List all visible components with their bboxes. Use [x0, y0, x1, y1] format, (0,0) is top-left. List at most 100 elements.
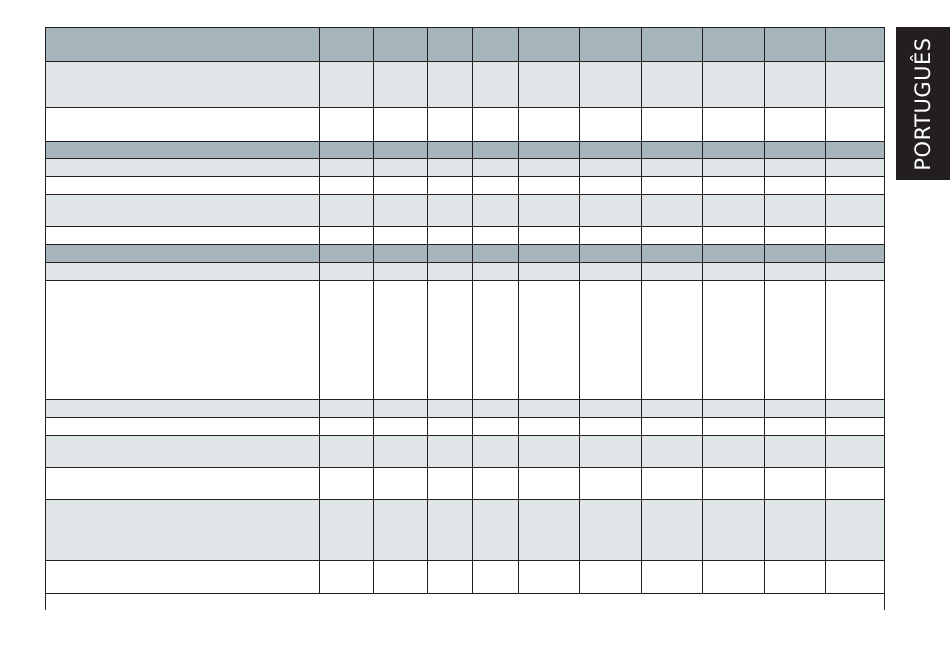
table-cell — [579, 281, 641, 399]
spec-table — [45, 27, 886, 611]
table-cell — [579, 245, 641, 262]
table-cell — [373, 436, 427, 467]
table-cell — [518, 108, 579, 141]
table-cell — [518, 561, 579, 593]
table-cell — [518, 227, 579, 244]
table-cell — [472, 227, 518, 244]
table-row — [46, 467, 884, 499]
table-cell — [472, 108, 518, 141]
table-cell — [641, 400, 702, 417]
table-cell — [472, 500, 518, 560]
table-header-row — [46, 28, 884, 61]
table-cell — [702, 108, 764, 141]
table-row — [46, 399, 884, 417]
table-cell — [579, 108, 641, 141]
table-cell — [472, 468, 518, 499]
table-cell — [764, 400, 825, 417]
table-cell — [427, 159, 472, 176]
table-cell — [641, 436, 702, 467]
table-cell — [427, 281, 472, 399]
table-cell — [579, 436, 641, 467]
table-cell — [641, 227, 702, 244]
table-cell — [319, 418, 373, 435]
table-cell — [825, 142, 886, 158]
table-cell — [46, 227, 319, 244]
table-header-cell — [373, 28, 427, 61]
table-cell — [46, 436, 319, 467]
table-cell — [373, 177, 427, 194]
table-cell — [46, 263, 319, 280]
table-cell — [764, 108, 825, 141]
table-cell — [825, 436, 886, 467]
table-cell — [319, 195, 373, 226]
table-cell — [319, 281, 373, 399]
table-cell — [825, 62, 886, 107]
table-cell — [702, 177, 764, 194]
table-cell — [427, 108, 472, 141]
table-cell — [373, 468, 427, 499]
table-row — [46, 593, 884, 611]
table-row — [46, 499, 884, 560]
table-cell — [518, 177, 579, 194]
table-cell — [373, 227, 427, 244]
table-cell — [319, 159, 373, 176]
table-cell — [518, 400, 579, 417]
table-cell — [825, 159, 886, 176]
table-cell — [319, 500, 373, 560]
table-cell — [579, 263, 641, 280]
table-cell — [472, 418, 518, 435]
table-cell — [472, 263, 518, 280]
table-cell — [579, 62, 641, 107]
table-cell — [764, 159, 825, 176]
table-cell — [319, 561, 373, 593]
table-cell — [46, 468, 319, 499]
table-cell — [472, 245, 518, 262]
table-cell — [579, 400, 641, 417]
table-cell — [641, 159, 702, 176]
table-cell — [46, 561, 319, 593]
table-cell — [825, 281, 886, 399]
table-cell — [472, 436, 518, 467]
table-cell — [46, 195, 319, 226]
table-cell — [825, 177, 886, 194]
table-cell — [702, 418, 764, 435]
table-cell — [427, 436, 472, 467]
table-cell — [825, 400, 886, 417]
table-cell — [579, 561, 641, 593]
table-cell — [641, 468, 702, 499]
table-cell — [46, 159, 319, 176]
table-cell — [518, 418, 579, 435]
table-cell — [472, 281, 518, 399]
table-cell — [472, 142, 518, 158]
table-cell — [427, 142, 472, 158]
table-cell — [373, 159, 427, 176]
table-cell — [764, 436, 825, 467]
table-cell — [764, 418, 825, 435]
table-cell — [641, 500, 702, 560]
table-row — [46, 435, 884, 467]
table-cell — [518, 62, 579, 107]
table-header-cell — [764, 28, 825, 61]
table-cell — [825, 195, 886, 226]
table-cell — [518, 195, 579, 226]
table-cell — [319, 227, 373, 244]
table-cell — [641, 62, 702, 107]
table-cell — [319, 62, 373, 107]
table-row — [46, 417, 884, 435]
table-cell — [702, 436, 764, 467]
table-cell — [702, 400, 764, 417]
table-cell — [46, 400, 319, 417]
table-cell — [427, 400, 472, 417]
table-cell — [641, 418, 702, 435]
table-header-cell — [641, 28, 702, 61]
table-cell — [46, 418, 319, 435]
table-cell — [702, 142, 764, 158]
table-cell — [764, 281, 825, 399]
table-cell — [825, 418, 886, 435]
table-row — [46, 280, 884, 399]
table-row — [46, 262, 884, 280]
table-cell — [579, 418, 641, 435]
table-cell — [641, 177, 702, 194]
table-cell — [579, 159, 641, 176]
table-cell — [702, 500, 764, 560]
